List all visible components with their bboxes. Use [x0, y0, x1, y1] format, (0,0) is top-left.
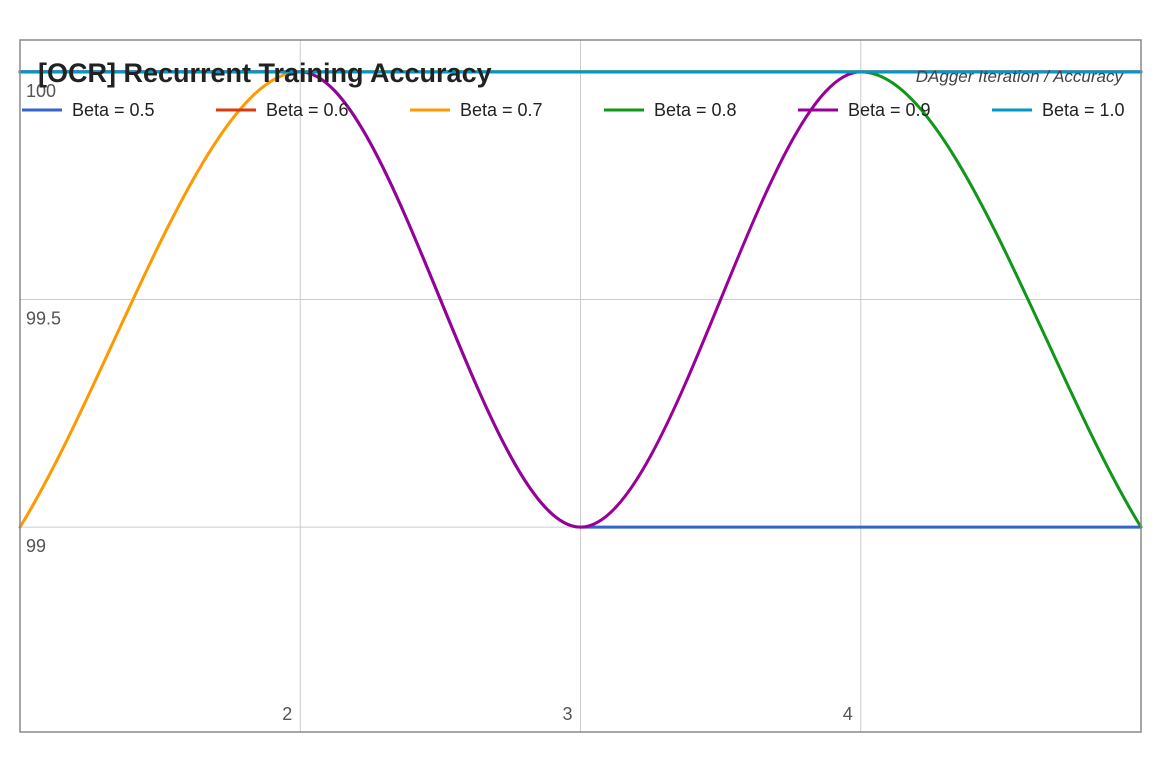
legend-item: Beta = 0.9: [798, 100, 931, 120]
y-tick-label: 99: [26, 536, 46, 556]
legend-item: Beta = 0.5: [22, 100, 155, 120]
legend-label: Beta = 0.6: [266, 100, 349, 120]
series-group: [18, 70, 1143, 529]
y-tick-label: 99.5: [26, 309, 61, 329]
legend-label: Beta = 0.9: [848, 100, 931, 120]
legend-item: Beta = 0.8: [604, 100, 737, 120]
legend: Beta = 0.5 Beta = 0.6 Beta = 0.7 Beta = 0.8…: [22, 100, 1125, 120]
chart-subtitle: DAgger Iteration / Accuracy: [916, 67, 1125, 86]
grid: [20, 40, 1141, 732]
x-tick-label: 3: [562, 704, 572, 724]
legend-label: Beta = 0.8: [654, 100, 737, 120]
legend-label: Beta = 0.7: [460, 100, 543, 120]
plot-frame: [19, 39, 1142, 733]
tick-labels: 2 3 4 99 99.5 100: [26, 81, 853, 724]
x-tick-label: 2: [282, 704, 292, 724]
legend-item: Beta = 0.6: [216, 100, 349, 120]
legend-item: Beta = 1.0: [992, 100, 1125, 120]
x-tick-label: 4: [843, 704, 853, 724]
legend-label: Beta = 0.5: [72, 100, 155, 120]
chart-title: [OCR] Recurrent Training Accuracy: [38, 58, 492, 88]
legend-item: Beta = 0.7: [410, 100, 543, 120]
y-tick-label: 100: [26, 81, 56, 101]
legend-label: Beta = 1.0: [1042, 100, 1125, 120]
